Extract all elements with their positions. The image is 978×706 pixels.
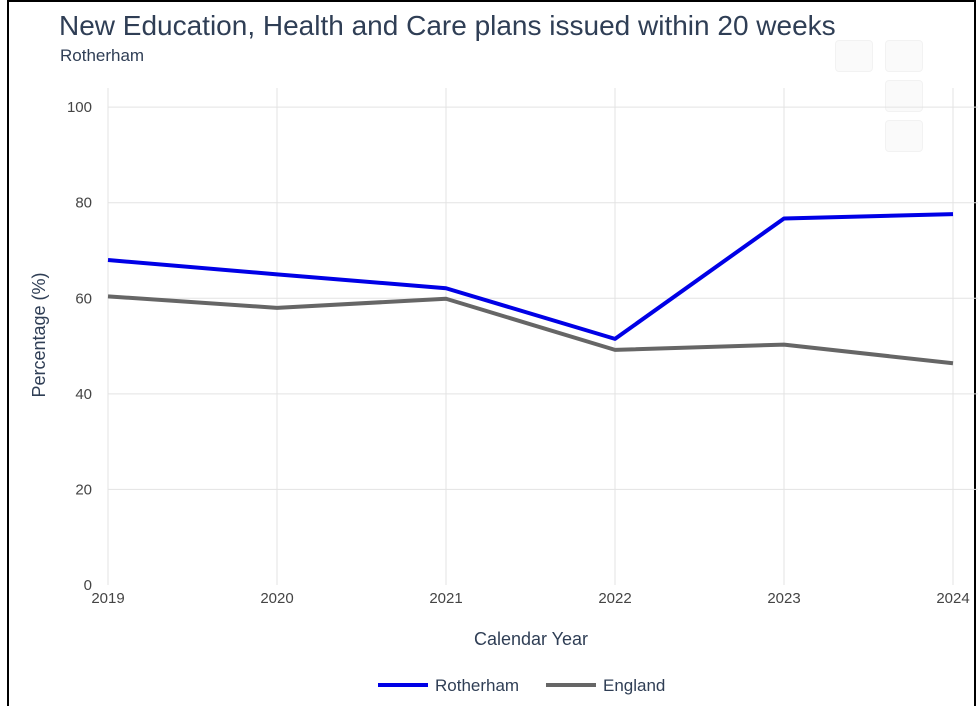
chart-subtitle: Rotherham xyxy=(60,46,145,65)
grid-lines xyxy=(107,88,978,585)
x-tick-label: 2024 xyxy=(936,590,969,607)
x-tick-label: 2019 xyxy=(91,590,124,607)
legend-label: England xyxy=(603,676,665,695)
y-tick-label: 20 xyxy=(75,481,92,498)
chart-title: New Education, Health and Care plans iss… xyxy=(59,10,836,41)
x-tick-label: 2023 xyxy=(767,590,800,607)
y-tick-label: 0 xyxy=(84,577,92,594)
y-tick-label: 40 xyxy=(75,386,92,403)
chart-frame xyxy=(7,0,976,706)
series-lines xyxy=(107,212,954,366)
series-line-rotherham[interactable] xyxy=(107,212,954,341)
legend: Rotherham England xyxy=(378,676,665,695)
zoom-out-icon[interactable] xyxy=(885,40,923,72)
y-axis-ticks: 0 20 40 60 80 100 xyxy=(67,99,92,594)
y-tick-label: 100 xyxy=(67,99,92,116)
zoom-in-icon[interactable] xyxy=(835,40,873,72)
legend-item-england[interactable]: England xyxy=(546,676,665,695)
x-tick-label: 2022 xyxy=(598,590,631,607)
download-icon[interactable] xyxy=(885,120,923,152)
x-axis-ticks: 2019 2020 2021 2022 2023 2024 xyxy=(91,590,969,607)
legend-label: Rotherham xyxy=(435,676,519,695)
y-axis-title: Percentage (%) xyxy=(29,272,49,397)
series-line-england[interactable] xyxy=(107,294,954,366)
x-axis-title: Calendar Year xyxy=(474,629,588,649)
y-tick-label: 60 xyxy=(75,290,92,307)
legend-item-rotherham[interactable]: Rotherham xyxy=(378,676,519,695)
y-tick-label: 80 xyxy=(75,195,92,212)
x-tick-label: 2020 xyxy=(260,590,293,607)
x-tick-label: 2021 xyxy=(429,590,462,607)
